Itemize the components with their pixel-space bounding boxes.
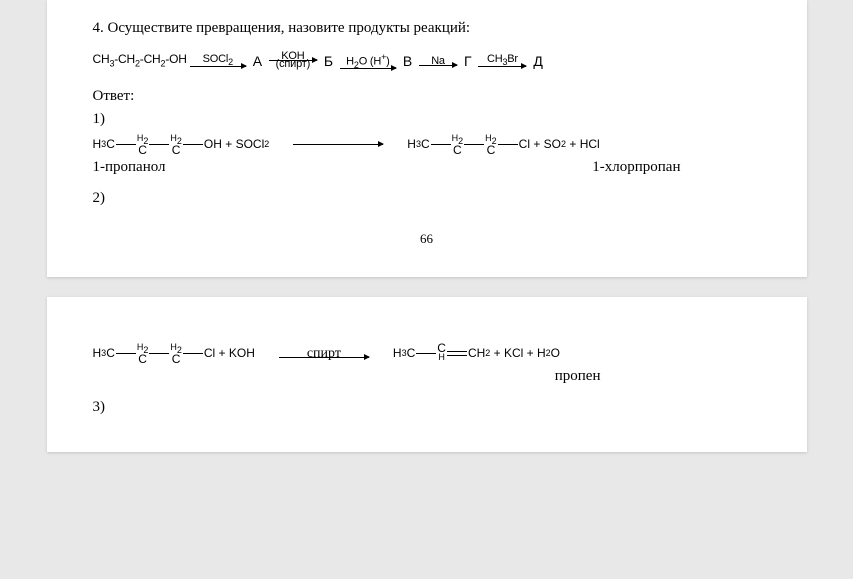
- rxn1-arrow: [293, 144, 383, 145]
- rxn1-reactant: H3C H2C H2C OH + SOCl2: [93, 134, 270, 155]
- rxn1-product: H3C H2C H2C Cl + SO2 + HCl: [407, 134, 599, 155]
- answer-heading: Ответ:: [93, 88, 761, 105]
- scheme-arrow-5: CH3Br: [478, 54, 526, 67]
- product-B: Б: [324, 53, 333, 69]
- scheme-start: CH3-CH2-CH2-OH: [93, 52, 187, 68]
- rxn2-product: H3C CH CH2 + KCl + H2O: [393, 344, 560, 362]
- scheme-arrow-3: H2O (H+): [340, 52, 396, 70]
- item-3-label: 3): [93, 399, 761, 416]
- rxn2-names: пропен: [93, 368, 761, 385]
- page-2: H3C H2C H2C Cl + KOH спирт H3C CH CH2 + …: [47, 297, 807, 452]
- rxn1-name-right: 1-хлорпропан: [592, 159, 760, 176]
- product-G: Г: [464, 53, 471, 69]
- page-number: 66: [93, 231, 761, 247]
- task-text: Осуществите превращения, назовите продук…: [108, 20, 471, 36]
- rxn2-reactant: H3C H2C H2C Cl + KOH: [93, 343, 255, 364]
- product-A: A: [253, 53, 262, 69]
- task-line: 4. Осуществите превращения, назовите про…: [93, 20, 761, 37]
- scheme-arrow-1: SOCl2: [190, 54, 246, 67]
- rxn1-names: 1-пропанол 1-хлорпропан: [93, 159, 761, 176]
- rxn2-name-right: пропен: [555, 368, 761, 385]
- rxn2-arrow: спирт: [279, 348, 369, 358]
- rxn1-name-left: 1-пропанол: [93, 159, 166, 176]
- reaction-2: H3C H2C H2C Cl + KOH спирт H3C CH CH2 + …: [93, 343, 761, 364]
- product-D: Д: [533, 53, 542, 69]
- reaction-scheme: CH3-CH2-CH2-OH SOCl2 A KOH (спирт) Б H2O…: [93, 51, 761, 70]
- item-2-label: 2): [93, 190, 761, 207]
- scheme-arrow-4: Na: [419, 56, 457, 66]
- item-1-label: 1): [93, 111, 761, 128]
- product-V: В: [403, 53, 412, 69]
- page-1: 4. Осуществите превращения, назовите про…: [47, 0, 807, 277]
- scheme-arrow-2: KOH (спирт): [269, 51, 317, 70]
- task-number: 4.: [93, 20, 104, 36]
- reaction-1: H3C H2C H2C OH + SOCl2 H3C H2C H2C Cl + …: [93, 134, 761, 155]
